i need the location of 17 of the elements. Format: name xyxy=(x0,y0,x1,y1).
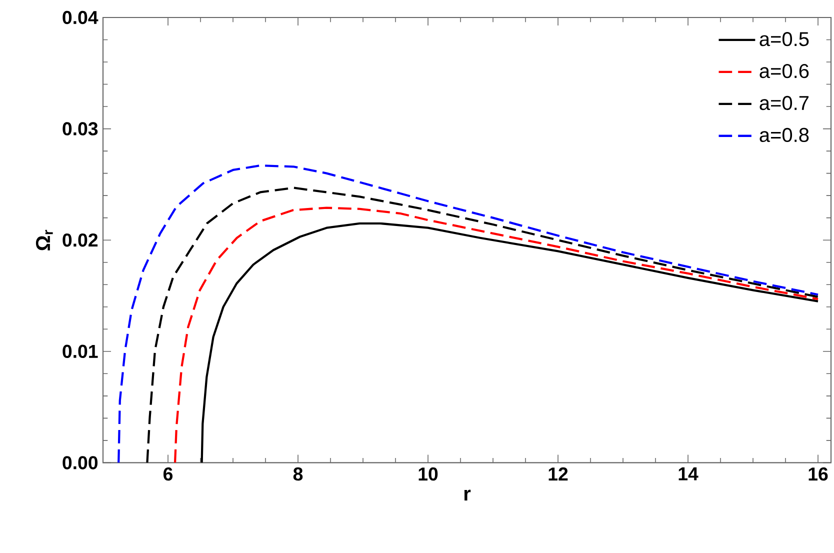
y-tick-label: 0.02 xyxy=(62,233,98,247)
legend-label: a=0.5 xyxy=(760,32,809,46)
x-tick-label: 10 xyxy=(418,467,438,481)
x-axis-title: r xyxy=(464,490,471,501)
y-axis-title: Ω$_{r}$ xyxy=(36,230,53,250)
y-tick-label: 0.00 xyxy=(62,456,98,470)
y-tick-label: 0.04 xyxy=(62,10,98,24)
y-tick-label: 0.01 xyxy=(62,344,98,358)
legend-label: a=0.6 xyxy=(760,64,809,78)
x-tick-label: 12 xyxy=(548,467,568,480)
x-tick-label: 16 xyxy=(808,467,828,481)
legend-label: a=0.8 xyxy=(760,128,809,142)
legend-label: a=0.7 xyxy=(760,96,809,110)
x-tick-label: 8 xyxy=(293,467,303,481)
x-tick-label: 6 xyxy=(164,467,173,481)
y-tick-label: 0.03 xyxy=(62,122,98,136)
x-tick-label: 14 xyxy=(678,467,698,480)
